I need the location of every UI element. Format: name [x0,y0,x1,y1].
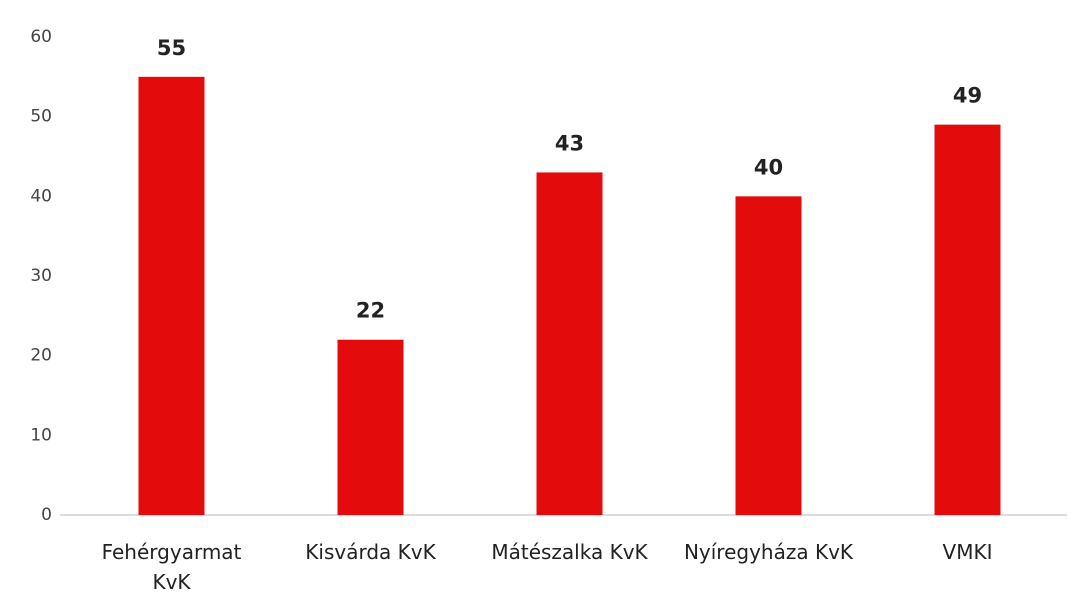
x-tick-label: Fehérgyarmat KvK [101,540,242,594]
data-label: 55 [157,36,186,60]
y-tick-label: 20 [30,346,52,366]
data-label: 49 [953,84,982,108]
bar [337,339,404,515]
bar [536,172,603,515]
y-tick-label: 60 [30,27,52,47]
x-tick-label: Kisvárda KvK [305,540,436,564]
y-tick-label: 30 [30,266,52,286]
y-tick-label: 10 [30,425,52,445]
x-tick-label: Nyíregyháza KvK [683,540,854,564]
y-tick-label: 50 [30,107,52,127]
data-label: 43 [555,131,584,155]
bar [934,124,1001,515]
x-tick-label: VMKI [942,540,993,564]
bar [735,196,802,516]
data-label: 22 [356,299,385,323]
y-tick-label: 0 [41,505,52,525]
y-tick-label: 40 [30,186,52,206]
data-label: 40 [754,155,783,179]
bar [138,76,205,515]
x-tick-label: Mátészalka KvK [491,540,648,564]
